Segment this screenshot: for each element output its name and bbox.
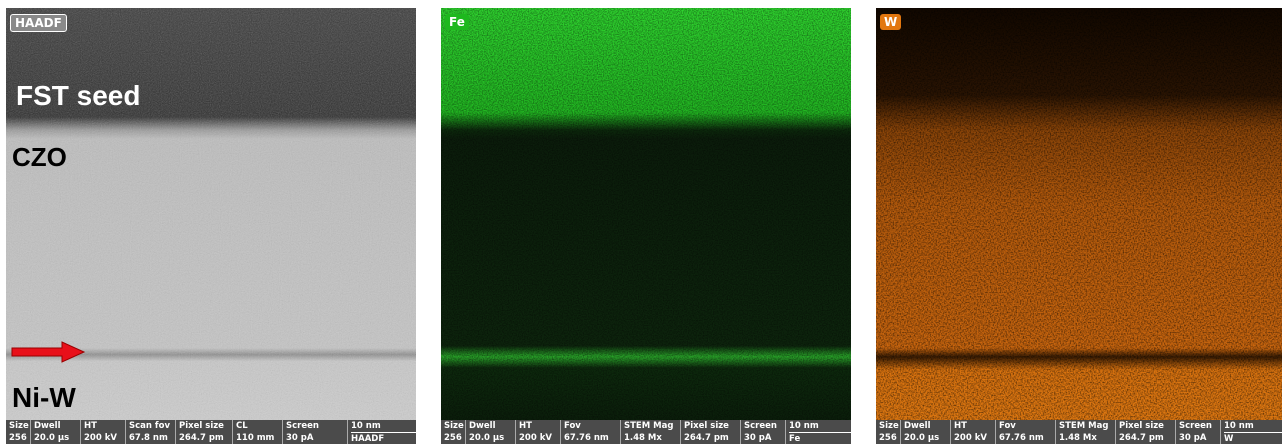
info-value: 264.7 pm	[179, 432, 232, 444]
info-header: Size	[9, 420, 30, 432]
info-header: Pixel size	[179, 420, 232, 432]
info-header: Fov	[564, 420, 620, 432]
info-value: 200 kV	[519, 432, 560, 444]
info-value: 264.7 pm	[1119, 432, 1175, 444]
info-value: HAADF	[351, 433, 416, 444]
info-value: 67.8 nm	[129, 432, 175, 444]
layer-label: Ni-W	[12, 382, 76, 414]
layer-label: FST seed	[16, 80, 140, 112]
info-header: HT	[954, 420, 995, 432]
fe-map	[441, 8, 851, 444]
info-value: 20.0 µs	[469, 432, 515, 444]
info-header: Size	[879, 420, 900, 432]
badge: W	[880, 14, 901, 30]
layer-label: CZO	[12, 142, 67, 173]
info-header: 10 nm	[789, 420, 851, 433]
info-value: 30 pA	[744, 432, 785, 444]
info-value: 110 mm	[236, 432, 282, 444]
info-value: 1.48 Mx	[1059, 432, 1115, 444]
info-value: 1.48 Mx	[624, 432, 680, 444]
info-value: 20.0 µs	[904, 432, 950, 444]
info-header: Pixel size	[684, 420, 740, 432]
badge: Fe	[445, 14, 469, 30]
info-header: STEM Mag	[1059, 420, 1115, 432]
info-value: W	[1224, 433, 1282, 444]
info-value: 200 kV	[954, 432, 995, 444]
info-header: Dwell	[469, 420, 515, 432]
info-header: Dwell	[34, 420, 80, 432]
haadf-image	[6, 8, 416, 444]
info-header: CL	[236, 420, 282, 432]
info-header: 10 nm	[1224, 420, 1282, 433]
info-header: Size	[444, 420, 465, 432]
info-value: 30 pA	[286, 432, 347, 444]
info-header: Screen	[1179, 420, 1220, 432]
info-value: 256	[879, 432, 900, 444]
w-map	[876, 8, 1282, 444]
info-header: HT	[84, 420, 125, 432]
info-value: 256	[444, 432, 465, 444]
info-header: STEM Mag	[624, 420, 680, 432]
info-value: Fe	[789, 433, 851, 444]
info-value: 67.76 nm	[999, 432, 1055, 444]
info-header: Screen	[744, 420, 785, 432]
info-header: Pixel size	[1119, 420, 1175, 432]
badge: HAADF	[10, 14, 67, 32]
info-header: HT	[519, 420, 560, 432]
info-value: 67.76 nm	[564, 432, 620, 444]
info-value: 20.0 µs	[34, 432, 80, 444]
figure: HAADF FST seed CZO Ni-W Size256Dwell20.0…	[0, 0, 1282, 444]
info-value: 256	[9, 432, 30, 444]
info-header: Screen	[286, 420, 347, 432]
info-value: 200 kV	[84, 432, 125, 444]
info-header: Fov	[999, 420, 1055, 432]
info-header: Dwell	[904, 420, 950, 432]
info-value: 264.7 pm	[684, 432, 740, 444]
info-header: 10 nm	[351, 420, 416, 433]
info-header: Scan fov	[129, 420, 175, 432]
info-value: 30 pA	[1179, 432, 1220, 444]
